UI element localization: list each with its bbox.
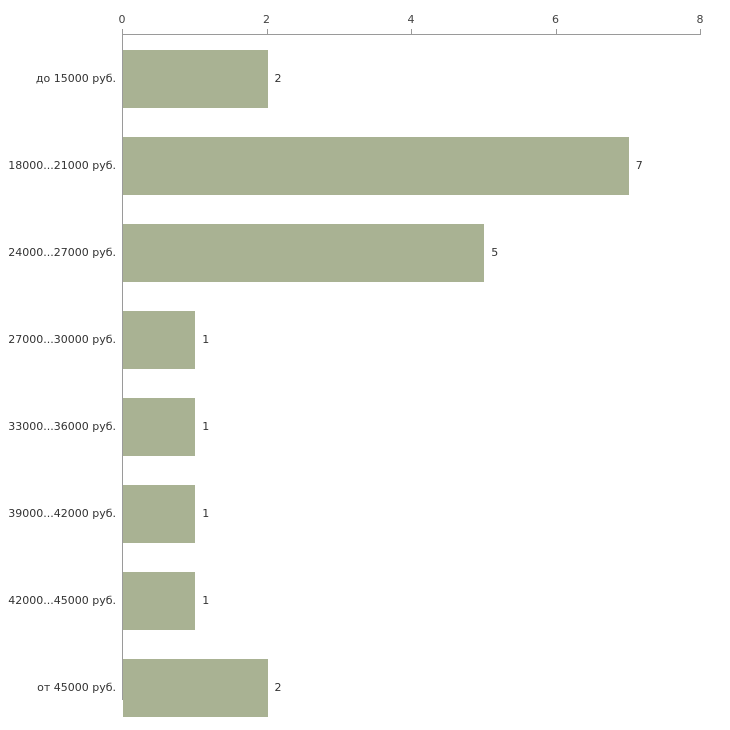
y-axis-line	[122, 34, 123, 700]
x-tick-mark	[266, 29, 268, 35]
x-tick-label: 0	[118, 13, 126, 26]
category-label: 39000...42000 руб.	[8, 507, 116, 520]
value-label: 5	[491, 246, 499, 259]
bar-plot-area: 1	[123, 296, 730, 383]
category-label: 18000...21000 руб.	[8, 159, 116, 172]
bar	[123, 310, 196, 369]
bar	[123, 397, 196, 456]
bar-row: 18000...21000 руб. 7	[0, 122, 730, 209]
value-label: 1	[202, 594, 210, 607]
category-label: 42000...45000 руб.	[8, 594, 116, 607]
bar	[123, 136, 629, 195]
x-tick-mark	[555, 29, 557, 35]
value-label: 1	[202, 333, 210, 346]
value-label: 2	[274, 72, 282, 85]
bar-plot-area: 5	[123, 209, 730, 296]
bar-plot-area: 7	[123, 122, 730, 209]
bar-plot-area: 1	[123, 470, 730, 557]
bar-row: до 15000 руб. 2	[0, 35, 730, 122]
value-label: 1	[202, 507, 210, 520]
x-tick-label: 4	[407, 13, 415, 26]
bar	[123, 484, 196, 543]
x-tick-mark	[411, 29, 412, 35]
bar-row: 27000...30000 руб. 1	[0, 296, 730, 383]
x-tick-mark	[700, 29, 701, 35]
bar-plot-area: 2	[123, 644, 730, 730]
category-label: 24000...27000 руб.	[8, 246, 116, 259]
bar-row: 33000...36000 руб. 1	[0, 383, 730, 470]
category-label: от 45000 руб.	[37, 681, 116, 694]
bar-row: 42000...45000 руб. 1	[0, 557, 730, 644]
bar-plot-area: 1	[123, 383, 730, 470]
value-label: 7	[635, 159, 643, 172]
category-label: 33000...36000 руб.	[8, 420, 116, 433]
x-tick-mark	[122, 29, 123, 35]
bar-rows: до 15000 руб. 2 18000...21000 руб. 7 24000..…	[0, 35, 730, 730]
x-tick-label: 8	[696, 13, 704, 26]
x-tick-label: 2	[263, 13, 270, 26]
x-tick-label: 6	[552, 13, 559, 26]
bar	[123, 49, 268, 108]
bar-row: 39000...42000 руб. 1	[0, 470, 730, 557]
category-label: 27000...30000 руб.	[8, 333, 116, 346]
bar-row: 24000...27000 руб. 5	[0, 209, 730, 296]
category-label: до 15000 руб.	[35, 72, 116, 85]
bar-plot-area: 1	[123, 557, 730, 644]
bar-row: от 45000 руб. 2	[0, 644, 730, 730]
bar-plot-area: 2	[123, 35, 730, 122]
bar	[123, 223, 485, 282]
bar	[123, 658, 268, 717]
value-label: 2	[274, 681, 282, 694]
bar	[123, 571, 196, 630]
value-label: 1	[202, 420, 210, 433]
